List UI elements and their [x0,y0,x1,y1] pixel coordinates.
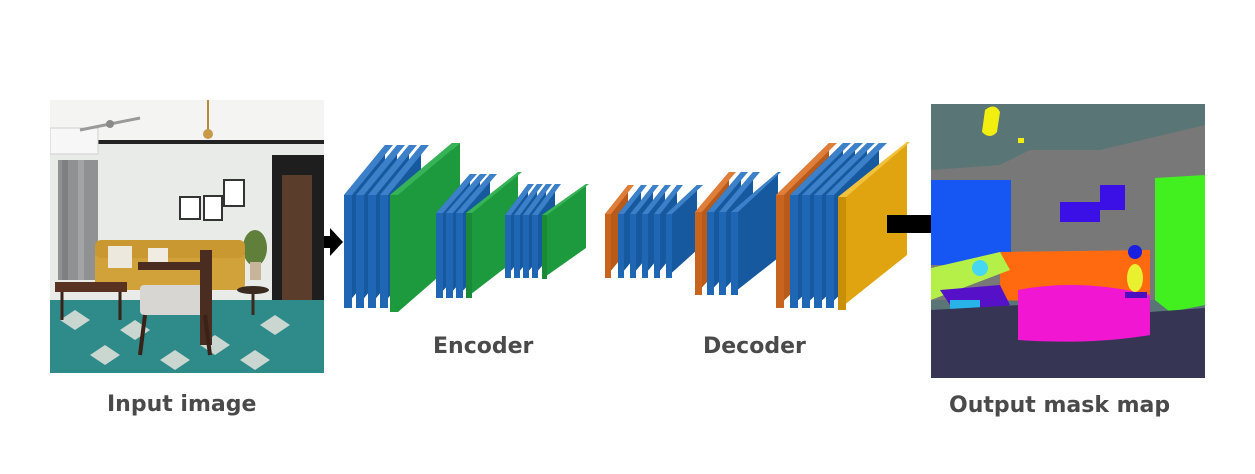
input-arrow [324,228,343,256]
output-mask [931,104,1205,378]
input-image [50,100,324,373]
input-image-label: Input image [107,392,257,417]
encoder-block [344,143,589,312]
output-arrow [887,215,935,233]
decoder-upconv-group-2 [695,172,781,295]
decoder-label: Decoder [703,334,806,359]
output-mask-label: Output mask map [949,393,1171,418]
encoder-conv-group-3 [505,184,589,279]
decoder-block [605,142,910,310]
decoder-upconv-group-3 [776,142,910,310]
encoder-label: Encoder [433,334,534,359]
decoder-upconv-group-1 [605,185,703,278]
